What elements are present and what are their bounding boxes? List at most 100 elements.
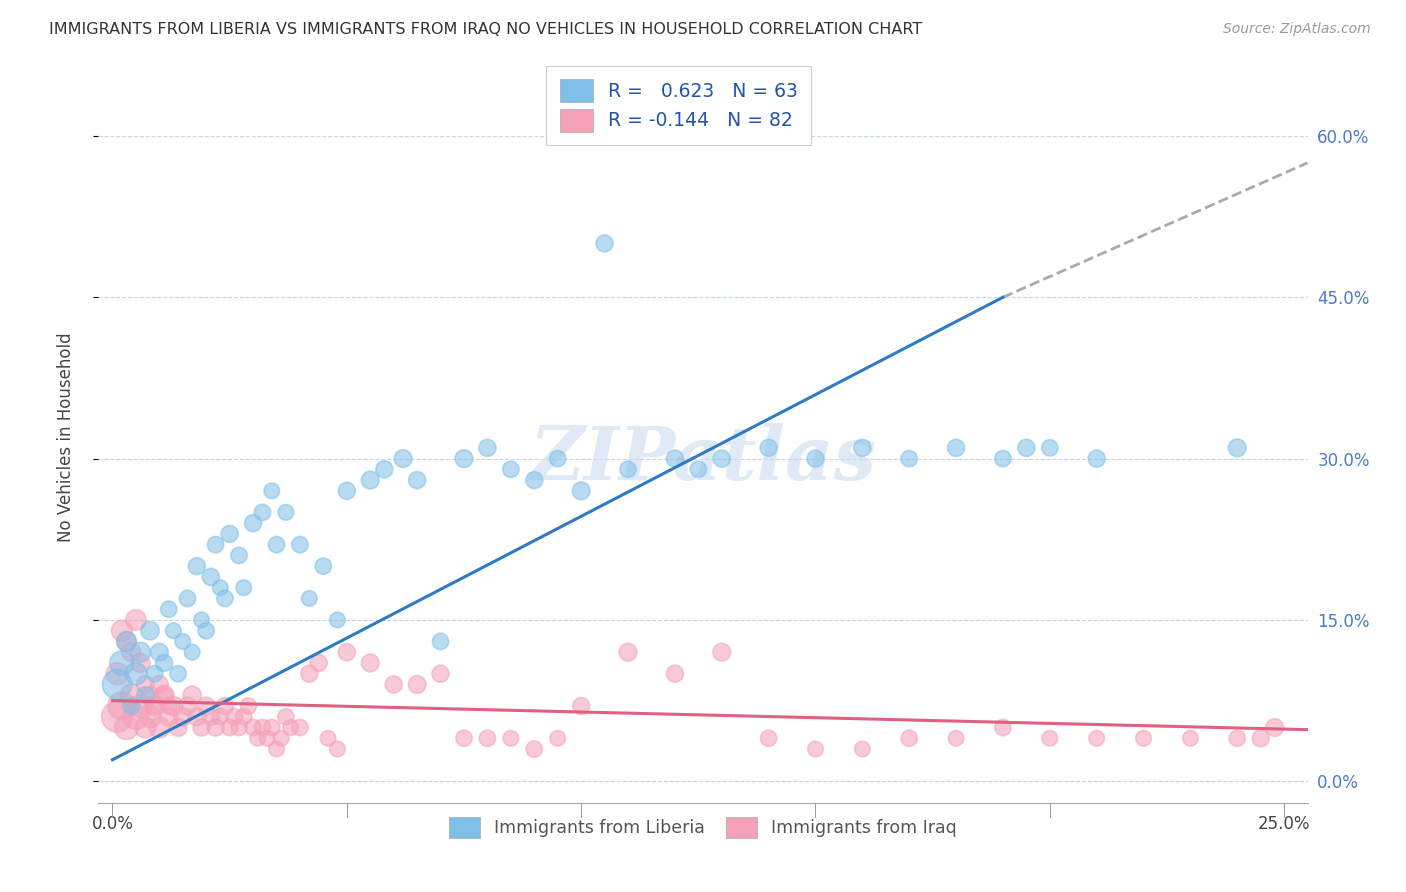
Point — [181, 645, 204, 659]
Point — [569, 698, 592, 713]
Point — [688, 462, 710, 476]
Point — [266, 742, 288, 756]
Point — [129, 698, 152, 713]
Point — [804, 742, 827, 756]
Point — [617, 645, 640, 659]
Point — [153, 688, 176, 702]
Point — [172, 710, 194, 724]
Point — [148, 677, 170, 691]
Point — [105, 677, 128, 691]
Point — [195, 698, 218, 713]
Point — [111, 656, 134, 670]
Point — [134, 677, 156, 691]
Point — [129, 656, 152, 670]
Point — [316, 731, 339, 746]
Point — [382, 677, 405, 691]
Point — [274, 505, 297, 519]
Point — [1015, 441, 1038, 455]
Point — [162, 624, 184, 638]
Point — [228, 721, 250, 735]
Point — [214, 591, 236, 606]
Point — [246, 731, 269, 746]
Point — [238, 698, 260, 713]
Point — [274, 710, 297, 724]
Point — [190, 613, 212, 627]
Point — [270, 731, 292, 746]
Point — [359, 473, 381, 487]
Point — [991, 721, 1014, 735]
Point — [228, 549, 250, 563]
Point — [288, 538, 311, 552]
Point — [298, 591, 321, 606]
Point — [148, 721, 170, 735]
Point — [945, 731, 967, 746]
Point — [115, 634, 138, 648]
Point — [200, 570, 222, 584]
Point — [186, 559, 208, 574]
Point — [162, 698, 184, 713]
Point — [804, 451, 827, 466]
Point — [336, 645, 359, 659]
Point — [499, 462, 522, 476]
Point — [453, 731, 475, 746]
Point — [153, 688, 176, 702]
Point — [758, 731, 780, 746]
Point — [218, 721, 240, 735]
Point — [710, 451, 733, 466]
Point — [851, 441, 873, 455]
Point — [406, 677, 429, 691]
Point — [115, 634, 138, 648]
Point — [224, 710, 246, 724]
Point — [477, 441, 499, 455]
Point — [125, 666, 148, 681]
Point — [1250, 731, 1272, 746]
Point — [1085, 451, 1108, 466]
Point — [326, 613, 349, 627]
Point — [1180, 731, 1202, 746]
Point — [252, 505, 274, 519]
Point — [326, 742, 349, 756]
Point — [204, 538, 226, 552]
Point — [176, 698, 198, 713]
Point — [232, 581, 254, 595]
Point — [477, 731, 499, 746]
Point — [260, 721, 283, 735]
Point — [242, 516, 264, 530]
Y-axis label: No Vehicles in Household: No Vehicles in Household — [56, 332, 75, 542]
Point — [157, 602, 180, 616]
Point — [181, 688, 204, 702]
Point — [143, 698, 166, 713]
Point — [1085, 731, 1108, 746]
Point — [593, 236, 616, 251]
Point — [134, 688, 156, 702]
Point — [167, 666, 190, 681]
Point — [499, 731, 522, 746]
Point — [252, 721, 274, 735]
Point — [710, 645, 733, 659]
Point — [134, 721, 156, 735]
Point — [851, 742, 873, 756]
Point — [392, 451, 415, 466]
Text: ZIPatlas: ZIPatlas — [530, 423, 876, 495]
Point — [190, 721, 212, 735]
Point — [195, 624, 218, 638]
Point — [523, 473, 546, 487]
Point — [569, 483, 592, 498]
Point — [172, 634, 194, 648]
Point — [664, 666, 686, 681]
Point — [157, 698, 180, 713]
Text: IMMIGRANTS FROM LIBERIA VS IMMIGRANTS FROM IRAQ NO VEHICLES IN HOUSEHOLD CORRELA: IMMIGRANTS FROM LIBERIA VS IMMIGRANTS FR… — [49, 22, 922, 37]
Point — [232, 710, 254, 724]
Point — [157, 710, 180, 724]
Point — [115, 721, 138, 735]
Point — [312, 559, 335, 574]
Point — [120, 645, 142, 659]
Point — [139, 710, 162, 724]
Point — [288, 721, 311, 735]
Point — [1226, 731, 1249, 746]
Point — [204, 721, 226, 735]
Point — [1264, 721, 1286, 735]
Point — [125, 613, 148, 627]
Point — [111, 624, 134, 638]
Point — [218, 527, 240, 541]
